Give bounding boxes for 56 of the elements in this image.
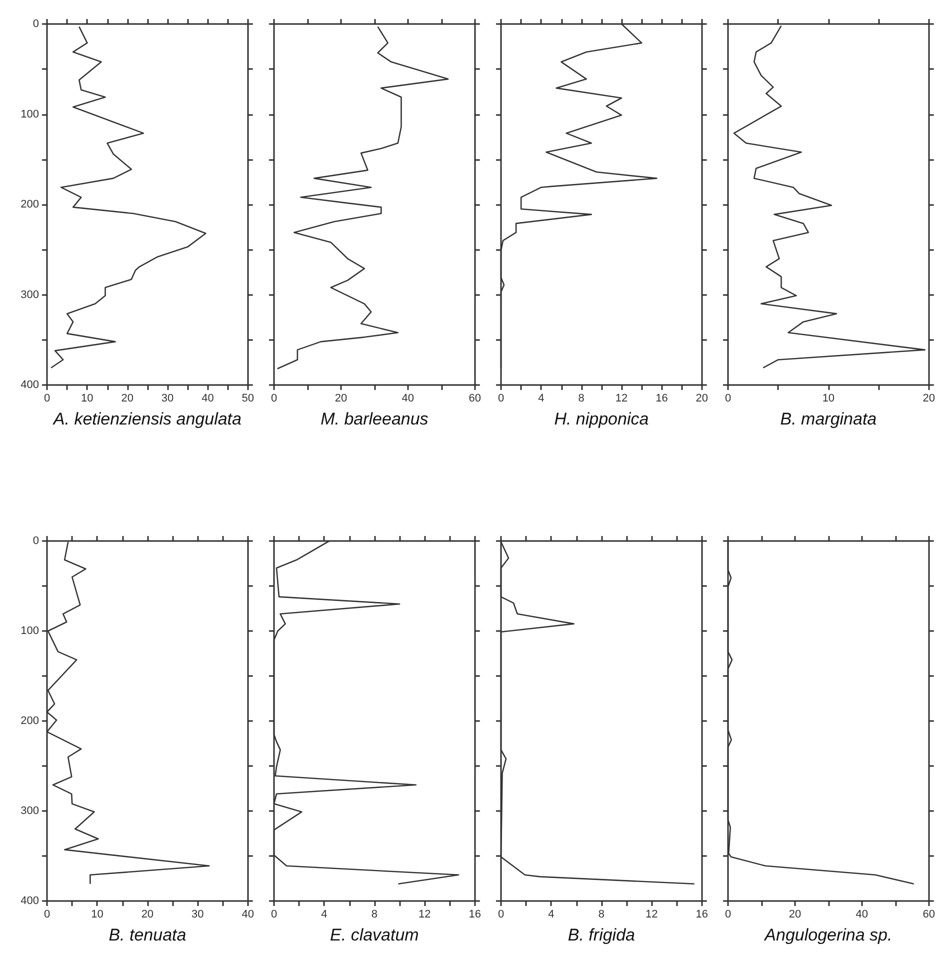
x-tick-label: 20 [696,392,708,404]
x-tick-label: 50 [242,392,254,404]
x-axis-title: A. ketienziensis angulata [52,409,242,428]
x-tick-label: 10 [81,392,94,404]
x-axis-title: M. barleeanus [320,409,429,428]
x-tick-label: 20 [922,392,936,404]
x-tick-label: 0 [270,908,278,920]
x-tick-label: 30 [161,392,174,404]
y-tick-label: 100 [20,625,39,637]
x-tick-label: 60 [922,908,936,920]
x-tick-label: 4 [321,908,328,920]
y-tick-label: 0 [32,535,39,547]
y-tick-label: 200 [20,198,39,210]
y-tick-label: 0 [32,18,39,30]
x-tick-label: 8 [578,392,584,404]
x-tick-label: 20 [121,392,134,404]
x-tick-label: 20 [334,392,348,404]
x-axis-title: B. marginata [780,409,877,428]
x-tick-label: 0 [44,908,50,920]
y-tick-label: 400 [20,895,39,907]
x-tick-label: 0 [724,392,732,404]
x-tick-label: 0 [498,392,504,404]
x-tick-label: 10 [91,908,104,920]
x-axis-title: Angulogerina sp. [764,925,892,944]
x-tick-label: 60 [468,392,482,404]
x-axis-title: B. tenuata [108,925,186,944]
x-axis-title: E. clavatum [330,925,419,944]
x-tick-label: 0 [270,392,278,404]
x-tick-label: 40 [202,392,214,404]
x-axis-title: H. nipponica [554,409,649,428]
y-tick-label: 400 [20,379,39,391]
x-tick-label: 10 [822,392,835,404]
x-tick-label: 0 [498,908,504,920]
x-tick-label: 40 [402,392,414,404]
x-tick-label: 12 [418,908,431,920]
x-tick-label: 40 [242,908,254,920]
x-tick-label: 40 [856,908,868,920]
x-tick-label: 0 [44,392,50,404]
x-tick-label: 16 [468,908,482,920]
x-tick-label: 12 [646,908,658,920]
x-tick-label: 12 [615,392,628,404]
x-tick-label: 30 [192,908,204,920]
y-tick-label: 100 [20,108,39,120]
x-tick-label: 20 [141,908,154,920]
x-tick-label: 0 [724,908,732,920]
x-tick-label: 8 [371,908,378,920]
x-axis-title: B. frigida [568,925,635,944]
x-tick-label: 16 [656,392,668,404]
y-tick-label: 300 [20,805,39,817]
x-tick-label: 8 [598,908,605,920]
x-tick-label: 4 [538,392,544,404]
x-tick-label: 4 [548,908,554,920]
x-tick-label: 16 [696,908,708,920]
y-tick-label: 200 [20,715,39,727]
x-tick-label: 20 [788,908,802,920]
y-tick-label: 300 [20,288,39,301]
